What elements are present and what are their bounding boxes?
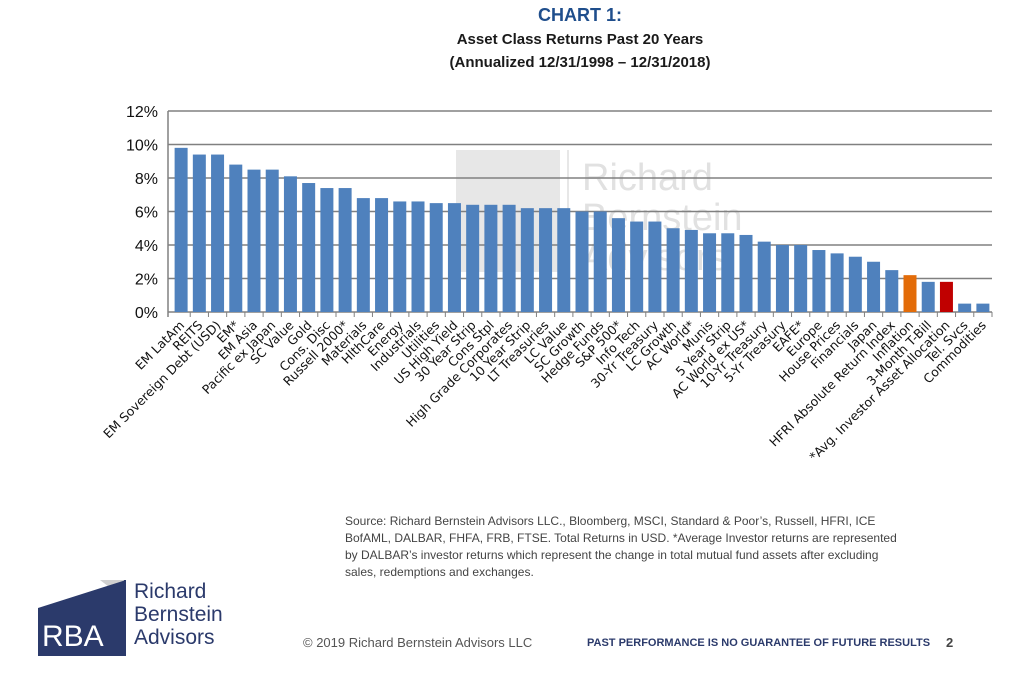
- bar: [484, 204, 498, 312]
- bar: [320, 188, 334, 312]
- bar: [356, 198, 370, 312]
- bar: [630, 221, 644, 312]
- bar: [885, 270, 899, 312]
- source-note: Source: Richard Bernstein Advisors LLC.,…: [345, 514, 897, 579]
- bar: [739, 234, 753, 312]
- bar: [921, 281, 935, 312]
- y-tick-label: 8%: [135, 171, 158, 188]
- bar: [867, 261, 881, 312]
- bar: [593, 211, 607, 312]
- bar: [775, 245, 789, 312]
- bar: [192, 154, 206, 312]
- bar: [429, 203, 443, 312]
- bar: [338, 188, 352, 312]
- y-tick-label: 0%: [135, 305, 158, 322]
- bar: [794, 245, 808, 312]
- bar: [557, 208, 571, 312]
- bar: [302, 183, 316, 312]
- bar: [411, 201, 425, 312]
- chart-title: Asset Class Returns Past 20 Years: [456, 31, 704, 48]
- copyright: © 2019 Richard Bernstein Advisors LLC: [303, 635, 533, 650]
- bar: [174, 147, 188, 312]
- bar: [684, 229, 698, 312]
- bar: [757, 241, 771, 312]
- y-tick-label: 2%: [135, 272, 158, 289]
- y-tick-label: 6%: [135, 205, 158, 222]
- y-tick-label: 4%: [135, 238, 158, 255]
- bar: [229, 164, 243, 312]
- disclaimer: PAST PERFORMANCE IS NO GUARANTEE OF FUTU…: [587, 637, 931, 649]
- page-number: 2: [946, 635, 954, 650]
- logo-text: Richard Bernstein Advisors: [134, 580, 223, 649]
- chart-period: (Annualized 12/31/1998 – 12/31/2018): [449, 54, 711, 71]
- svg-text:RBA: RBA: [42, 620, 104, 653]
- y-tick-label: 12%: [126, 104, 158, 121]
- bar: [848, 256, 862, 312]
- bar: [721, 233, 735, 312]
- bar: [539, 208, 553, 312]
- bar: [830, 253, 844, 312]
- bar: [247, 169, 261, 312]
- bar: [666, 228, 680, 312]
- rba-logo: RBA: [38, 580, 126, 656]
- bar: [903, 275, 917, 312]
- bar: [375, 198, 389, 312]
- y-tick-label: 10%: [126, 138, 158, 155]
- bar: [575, 211, 589, 312]
- svg-text:Bernstein: Bernstein: [582, 197, 743, 239]
- bar: [520, 208, 534, 312]
- chart-number: CHART 1:: [538, 5, 622, 25]
- bar-chart: Richard Bernstein Advisors 0%2%4%6%8%10%…: [100, 104, 993, 464]
- bar: [703, 233, 717, 312]
- bar: [812, 250, 826, 312]
- bar: [393, 201, 407, 312]
- bar: [447, 203, 461, 312]
- bar: [265, 169, 279, 312]
- logo-line-2: Bernstein: [134, 603, 223, 626]
- logo-line-3: Advisors: [134, 626, 215, 649]
- bar: [211, 154, 225, 312]
- logo-divider: [124, 580, 126, 656]
- bar: [939, 281, 953, 312]
- bar: [611, 218, 625, 312]
- bar: [976, 303, 990, 312]
- bar: [466, 204, 480, 312]
- logo-line-1: Richard: [134, 580, 207, 603]
- bar: [283, 176, 297, 312]
- bar: [648, 221, 662, 312]
- bar: [502, 204, 516, 312]
- bar: [958, 303, 972, 312]
